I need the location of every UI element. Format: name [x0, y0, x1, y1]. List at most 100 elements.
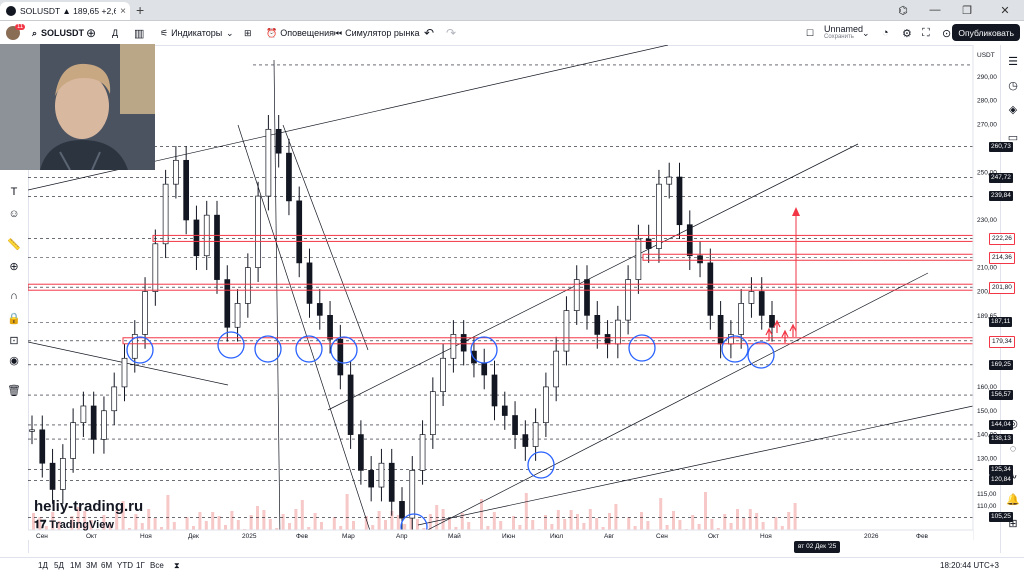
restore-icon[interactable]: ❐: [962, 4, 972, 17]
alerts-clock-icon[interactable]: ◷: [1008, 79, 1018, 92]
bar-style-icon[interactable]: ▥: [134, 27, 145, 40]
volume-bar: [416, 519, 419, 537]
emoji-tool-icon[interactable]: ☺: [8, 208, 20, 220]
layouts-grid-icon[interactable]: ⊞: [244, 27, 252, 38]
apps-grid-icon[interactable]: ⊞: [1008, 517, 1018, 530]
range-3m[interactable]: 3М: [86, 561, 98, 570]
volume-bar: [441, 509, 445, 537]
candle-body: [697, 255, 703, 264]
candle-body: [265, 128, 272, 197]
range-all[interactable]: Все: [150, 561, 164, 570]
chart-canvas[interactable]: USDT 290,00 280,00 270,00 250,00 230,00 210,00…: [27, 44, 1000, 541]
trend-line: [417, 405, 974, 526]
redo-icon[interactable]: ↷: [446, 26, 457, 40]
chart-toolbar: 11 ⌕ SOLUSDT ⊕ Д ▥ ⚟ Индикаторы ⌄ ⊞ ⏰ Оп…: [0, 21, 1024, 46]
webcam-overlay: [0, 44, 155, 170]
candle-body: [80, 405, 87, 424]
candle-body: [686, 224, 693, 257]
indicators-button[interactable]: ⚟ Индикаторы: [160, 21, 222, 45]
candle-body: [450, 334, 457, 359]
price-tick-label: 250,00: [977, 169, 997, 176]
chat-icon[interactable]: ▭: [1007, 131, 1019, 144]
pulse-icon[interactable]: ∿: [1008, 469, 1018, 482]
volume-bar: [614, 504, 618, 537]
lock-tool-icon[interactable]: 🔒: [7, 312, 21, 325]
volume-bar: [185, 517, 189, 537]
layout-chevron-down-icon[interactable]: ⌄: [862, 27, 870, 38]
price-level-badge: 214,36: [989, 252, 1015, 265]
range-ytd[interactable]: YTD: [117, 561, 133, 570]
layers-icon[interactable]: ◈: [1008, 103, 1018, 116]
interval-button[interactable]: Д: [112, 28, 119, 38]
volume-bar: [300, 500, 304, 537]
range-6m[interactable]: 6М: [101, 561, 113, 570]
volume-bar: [742, 518, 746, 537]
settings-gear-icon[interactable]: ⚙: [902, 27, 912, 40]
volume-bar: [51, 512, 55, 537]
minimize-icon[interactable]: —: [929, 4, 941, 16]
browser-tab[interactable]: SOLUSDT ▲ 189,65 +2,69% / Un ×: [0, 2, 130, 20]
alerts-button[interactable]: ⏰ Оповещения: [266, 21, 334, 45]
volume-bar: [576, 514, 579, 537]
range-1y[interactable]: 1Г: [136, 561, 145, 570]
volume-bar: [544, 515, 547, 537]
forecast-zigzag-arrow: [765, 327, 773, 341]
volume-bar: [364, 516, 368, 537]
layout-checkbox-icon[interactable]: ☐: [806, 27, 815, 38]
volume-bar: [70, 516, 74, 537]
candle-body: [594, 315, 601, 335]
target-icon[interactable]: ◎: [1008, 417, 1018, 430]
range-1m[interactable]: 1М: [70, 561, 82, 570]
extension-icon[interactable]: ⌬: [898, 4, 908, 17]
layout-name-button[interactable]: Unnamed Сохранить: [824, 21, 863, 45]
volume-bar: [678, 520, 682, 537]
magnet-tool-icon[interactable]: ∩: [10, 290, 18, 302]
symbol-search[interactable]: ⌕ SOLUSDT: [32, 21, 84, 45]
candle-body: [707, 262, 714, 316]
volume-bar: [492, 512, 496, 537]
candle-body: [543, 386, 549, 424]
watchlist-icon[interactable]: ☰: [1008, 55, 1018, 68]
date-range-icon[interactable]: ⧗: [174, 561, 180, 570]
time-tick-label: Июл: [550, 533, 563, 540]
new-tab-button[interactable]: +: [136, 2, 145, 18]
candle-body: [388, 462, 395, 502]
notifications-bell-icon[interactable]: 🔔: [1006, 493, 1020, 506]
user-avatar[interactable]: 11: [6, 21, 30, 45]
text-tool-icon[interactable]: T: [10, 186, 18, 198]
ideas-icon[interactable]: ◌: [1009, 443, 1017, 455]
fullscreen-icon[interactable]: ⛶: [922, 26, 930, 39]
trash-icon[interactable]: 🗑: [7, 384, 21, 397]
range-1d[interactable]: 1Д: [38, 561, 48, 570]
bottom-toolbar: 1Д 5Д 1М 3М 6М YTD 1Г Все ⧗ 18:20:44 UTC…: [0, 557, 1024, 577]
compare-symbol-icon[interactable]: ⊕: [86, 26, 97, 40]
close-window-icon[interactable]: ✕: [1000, 4, 1010, 17]
volume-bar: [460, 513, 464, 537]
price-tick-label: 115,00: [977, 491, 997, 498]
lock-drawings-icon[interactable]: ⊡: [9, 334, 19, 347]
quick-search-icon[interactable]: ◔: [882, 27, 889, 39]
range-5d[interactable]: 5Д: [54, 561, 64, 570]
undo-icon[interactable]: ↶: [424, 26, 435, 40]
snapshot-camera-icon[interactable]: ⊙: [942, 27, 952, 40]
tv-logo-text: TradingView: [49, 519, 114, 531]
candle-body: [347, 374, 354, 435]
price-tick-label: 200,00: [977, 289, 997, 296]
highlight-circle: [527, 451, 555, 479]
hide-drawings-eye-icon[interactable]: ◉: [9, 354, 19, 367]
publish-button[interactable]: Опубликовать: [952, 24, 1020, 41]
zoom-in-tool-icon[interactable]: ⊕: [9, 260, 19, 273]
price-tick-label: 160,00: [977, 384, 997, 391]
candle-body: [512, 415, 518, 435]
replay-button[interactable]: ⏮ Симулятор рынка: [334, 21, 419, 45]
price-chart[interactable]: USDT 290,00 280,00 270,00 250,00 230,00 210,00…: [27, 44, 1000, 541]
candle-body: [656, 183, 662, 249]
time-tick-label: 2026: [864, 533, 879, 540]
price-tick-label: 210,00: [977, 265, 997, 272]
candle-body: [39, 429, 46, 464]
volume-bar: [710, 519, 714, 537]
ruler-tool-icon[interactable]: 📏: [7, 238, 21, 251]
close-tab-icon[interactable]: ×: [120, 5, 126, 17]
templates-chevron-down-icon[interactable]: ⌄: [226, 27, 234, 38]
candle-body: [142, 291, 148, 335]
